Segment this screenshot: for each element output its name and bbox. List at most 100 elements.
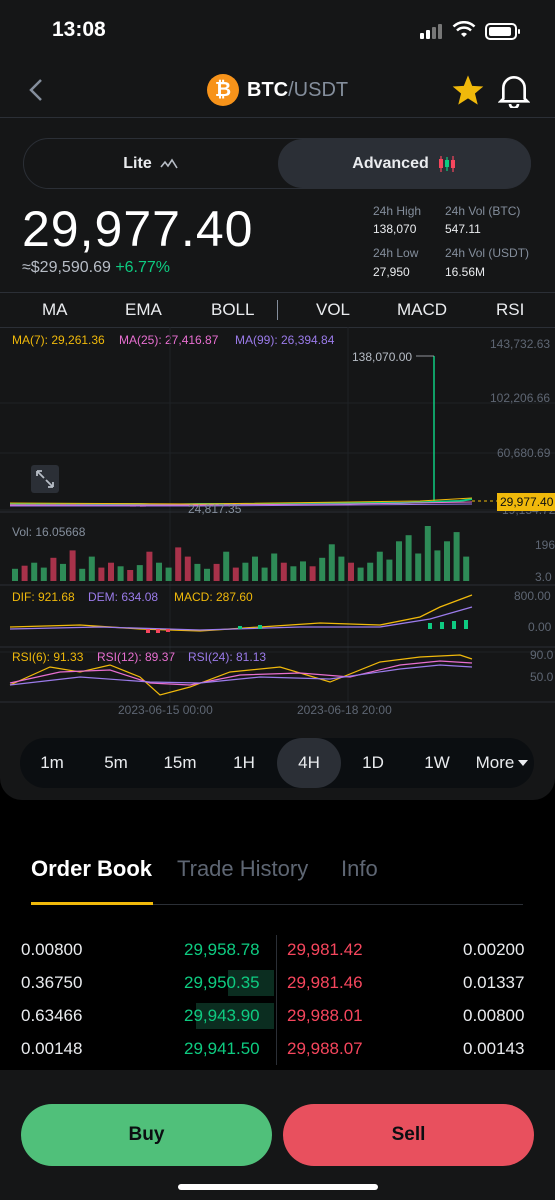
volume-bar bbox=[156, 562, 162, 581]
bid-price: 29,958.78 bbox=[184, 940, 260, 959]
high-value: 138,070 bbox=[373, 222, 417, 236]
timeframe-1m[interactable]: 1m bbox=[40, 753, 64, 772]
tab-order-book[interactable]: Order Book bbox=[31, 856, 153, 881]
volume-bar bbox=[69, 550, 76, 581]
timeframe-1d[interactable]: 1D bbox=[362, 753, 384, 772]
volume-bar bbox=[367, 562, 374, 581]
price-approx: ≈$29,590.69 bbox=[22, 259, 111, 276]
volume-bar bbox=[328, 544, 335, 581]
favorite-star-icon[interactable] bbox=[451, 74, 485, 106]
volume-bar bbox=[108, 562, 114, 581]
volume-bar bbox=[12, 568, 18, 581]
book-center-divider bbox=[276, 935, 277, 1065]
timeframe-5m[interactable]: 5m bbox=[104, 753, 128, 772]
wifi-icon bbox=[452, 21, 476, 37]
volume-bar bbox=[280, 562, 287, 581]
price-axis-2: 102,206.66 bbox=[490, 391, 551, 405]
min-price-label: 24,817.35 bbox=[188, 502, 242, 516]
legend-rsi24: RSI(24): 81.13 bbox=[188, 650, 267, 664]
dem-line bbox=[9, 606, 473, 631]
back-arrow-icon[interactable] bbox=[26, 78, 46, 102]
price-chart[interactable] bbox=[0, 327, 555, 722]
ask-price: 29,981.46 bbox=[287, 973, 363, 992]
volume-bar bbox=[444, 541, 450, 581]
dif-line bbox=[9, 594, 473, 632]
volume-bar bbox=[21, 565, 28, 581]
timeframe-4h[interactable]: 4H bbox=[277, 738, 341, 788]
volume-bar bbox=[204, 568, 210, 581]
pair-base: BTC bbox=[247, 78, 289, 101]
ma25-line bbox=[10, 501, 473, 506]
bell-icon[interactable] bbox=[498, 72, 530, 108]
volume-bars bbox=[12, 526, 470, 581]
tab-lite[interactable]: Lite bbox=[24, 139, 277, 188]
volume-bar bbox=[98, 567, 105, 581]
caret-down-icon bbox=[518, 760, 529, 766]
sell-button[interactable]: Sell bbox=[283, 1104, 534, 1166]
indicator-macd[interactable]: MACD bbox=[397, 300, 448, 319]
low-value: 27,950 bbox=[373, 265, 410, 279]
indicator-boll[interactable]: BOLL bbox=[211, 300, 255, 319]
ask-qty: 0.00800 bbox=[463, 1006, 525, 1025]
vol-btc-label: 24h Vol (BTC) bbox=[445, 204, 521, 218]
legend-dem: DEM: 634.08 bbox=[88, 590, 159, 604]
timeframe-more[interactable]: More bbox=[470, 738, 534, 788]
vol-usdt-value: 16.56M bbox=[445, 265, 486, 279]
low-label: 24h Low bbox=[373, 246, 419, 260]
volume-bar bbox=[136, 565, 143, 581]
volume-bar bbox=[309, 566, 316, 581]
indicator-rsi[interactable]: RSI bbox=[496, 300, 525, 319]
bid-qty: 0.00148 bbox=[21, 1039, 83, 1058]
tab-advanced[interactable]: Advanced bbox=[278, 139, 531, 188]
volume-bar bbox=[405, 535, 412, 581]
buy-button[interactable]: Buy bbox=[21, 1104, 272, 1166]
pair-quote: /USDT bbox=[288, 78, 349, 101]
bid-depth-bar bbox=[196, 1003, 274, 1029]
tab-info[interactable]: Info bbox=[341, 856, 378, 881]
volume-bar bbox=[396, 541, 402, 581]
tab-trade-history[interactable]: Trade History bbox=[177, 856, 309, 881]
indicator-ema[interactable]: EMA bbox=[125, 300, 162, 319]
bid-price: 29,950.35 bbox=[184, 973, 260, 992]
candlestick-icon bbox=[438, 155, 455, 172]
order-row[interactable]: 0.00148 29,941.50 29,988.07 0.00143 bbox=[0, 1034, 555, 1067]
cellular-signal-icon bbox=[420, 24, 442, 39]
legend-macd: MACD: 287.60 bbox=[174, 590, 253, 604]
rsi-axis-2: 50.0 bbox=[530, 670, 554, 684]
order-row[interactable]: 0.36750 29,950.35 29,981.46 0.01337 bbox=[0, 968, 555, 1001]
volume-bar bbox=[184, 556, 191, 581]
indicator-ma[interactable]: MA bbox=[42, 300, 68, 319]
ask-price: 29,988.07 bbox=[287, 1039, 363, 1058]
volume-bar bbox=[300, 561, 306, 581]
order-row[interactable]: 0.63466 29,943.90 29,988.01 0.00800 bbox=[0, 1001, 555, 1034]
rsi12-line bbox=[9, 660, 473, 686]
ma99-line bbox=[10, 503, 473, 507]
tab-advanced-label: Advanced bbox=[352, 154, 429, 172]
volume-bar bbox=[165, 567, 172, 581]
volume-bar bbox=[242, 562, 249, 581]
volume-bar bbox=[290, 566, 297, 581]
macd-axis-1: 800.00 bbox=[514, 589, 551, 603]
bid-qty: 0.63466 bbox=[21, 1006, 83, 1025]
battery-icon bbox=[485, 23, 520, 40]
volume-bar bbox=[146, 551, 153, 581]
volume-bar bbox=[453, 532, 460, 581]
volume-bar bbox=[175, 547, 182, 581]
pair-title[interactable]: ₿ BTC/USDT bbox=[207, 74, 348, 106]
rsi24-line bbox=[9, 664, 473, 686]
timeframe-15m[interactable]: 15m bbox=[163, 753, 197, 772]
price-axis-1: 143,732.63 bbox=[490, 337, 551, 351]
legend-rsi6: RSI(6): 91.33 bbox=[12, 650, 84, 664]
indicator-vol[interactable]: VOL bbox=[316, 300, 351, 319]
order-row[interactable]: 0.00800 29,958.78 29,981.42 0.00200 bbox=[0, 935, 555, 968]
volume-bar bbox=[88, 556, 95, 581]
volume-bar bbox=[261, 567, 268, 581]
bid-price: 29,943.90 bbox=[184, 1006, 260, 1025]
timeframe-1w[interactable]: 1W bbox=[424, 753, 450, 772]
volume-bar bbox=[434, 550, 441, 581]
ask-qty: 0.00200 bbox=[463, 940, 525, 959]
expand-icon bbox=[31, 465, 59, 493]
timeframe-1h[interactable]: 1H bbox=[233, 753, 255, 772]
ask-price: 29,981.42 bbox=[287, 940, 363, 959]
header-divider bbox=[0, 117, 555, 118]
